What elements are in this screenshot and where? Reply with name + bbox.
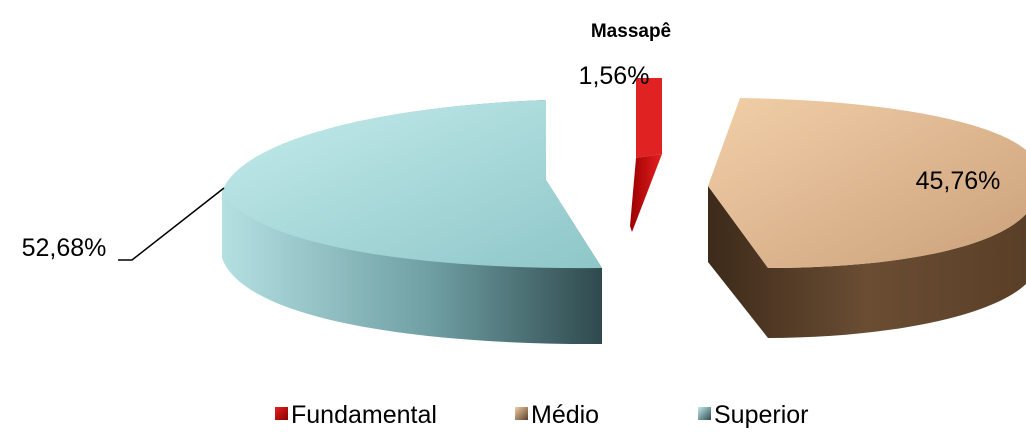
slice-superior-top xyxy=(222,100,602,269)
slice-fundamental-front xyxy=(630,154,662,232)
slice-medio-top xyxy=(708,98,1026,268)
legend-swatch-fundamental xyxy=(275,407,288,420)
chart-title: Massapê xyxy=(591,21,671,42)
legend-label-medio: Médio xyxy=(531,401,599,429)
legend: Fundamental Médio Superior xyxy=(275,401,809,429)
data-label-superior: 52,68% xyxy=(22,234,107,262)
data-label-medio: 45,76% xyxy=(916,167,1001,195)
legend-label-fundamental: Fundamental xyxy=(291,401,437,429)
legend-label-superior: Superior xyxy=(714,401,809,429)
leader-line-superior xyxy=(118,187,225,261)
legend-swatch-medio xyxy=(515,407,528,420)
legend-swatch-superior xyxy=(698,407,711,420)
slice-fundamental xyxy=(630,78,662,232)
slice-medio-side xyxy=(708,186,1026,338)
slice-medio xyxy=(708,98,1026,338)
slice-superior xyxy=(222,100,602,345)
slice-fundamental-top xyxy=(636,78,662,158)
data-label-fundamental: 1,56% xyxy=(579,62,650,90)
